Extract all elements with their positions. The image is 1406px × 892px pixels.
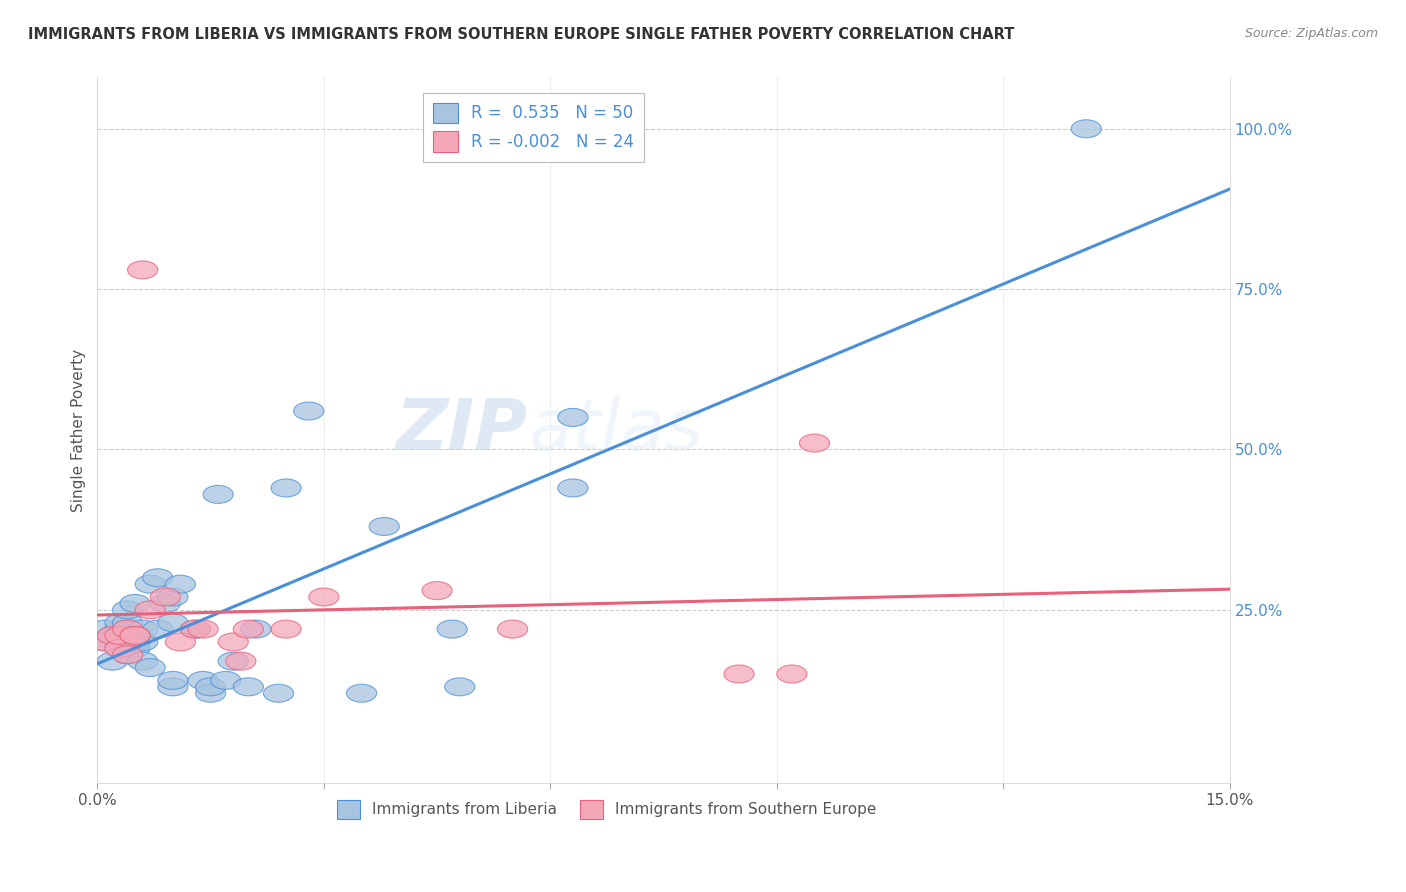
Ellipse shape [128,652,157,670]
Ellipse shape [233,620,263,638]
Ellipse shape [195,684,226,702]
Ellipse shape [142,569,173,587]
Ellipse shape [271,479,301,497]
Ellipse shape [188,620,218,638]
Ellipse shape [112,620,142,638]
Ellipse shape [135,575,166,593]
Ellipse shape [150,588,180,606]
Ellipse shape [112,614,142,632]
Ellipse shape [105,626,135,645]
Ellipse shape [263,684,294,702]
Ellipse shape [135,658,166,676]
Ellipse shape [97,652,128,670]
Ellipse shape [444,678,475,696]
Ellipse shape [776,665,807,683]
Ellipse shape [233,678,263,696]
Ellipse shape [112,601,142,619]
Ellipse shape [271,620,301,638]
Legend: Immigrants from Liberia, Immigrants from Southern Europe: Immigrants from Liberia, Immigrants from… [330,794,883,825]
Ellipse shape [142,620,173,638]
Ellipse shape [120,633,150,651]
Ellipse shape [195,678,226,696]
Ellipse shape [180,620,211,638]
Y-axis label: Single Father Poverty: Single Father Poverty [72,349,86,512]
Text: IMMIGRANTS FROM LIBERIA VS IMMIGRANTS FROM SOUTHERN EUROPE SINGLE FATHER POVERTY: IMMIGRANTS FROM LIBERIA VS IMMIGRANTS FR… [28,27,1015,42]
Ellipse shape [558,479,588,497]
Ellipse shape [240,620,271,638]
Ellipse shape [90,633,120,651]
Ellipse shape [112,626,142,645]
Ellipse shape [202,485,233,503]
Ellipse shape [294,402,323,420]
Ellipse shape [211,672,240,690]
Ellipse shape [105,640,135,657]
Ellipse shape [97,626,128,645]
Ellipse shape [558,409,588,426]
Ellipse shape [218,652,249,670]
Ellipse shape [422,582,453,599]
Ellipse shape [112,646,142,664]
Ellipse shape [309,588,339,606]
Ellipse shape [105,620,135,638]
Ellipse shape [120,626,150,645]
Ellipse shape [105,640,135,657]
Ellipse shape [135,601,166,619]
Ellipse shape [120,626,150,645]
Ellipse shape [226,652,256,670]
Text: atlas: atlas [527,396,702,465]
Ellipse shape [97,626,128,645]
Text: ZIP: ZIP [395,396,527,465]
Text: Source: ZipAtlas.com: Source: ZipAtlas.com [1244,27,1378,40]
Ellipse shape [120,640,150,657]
Ellipse shape [166,633,195,651]
Ellipse shape [120,594,150,613]
Ellipse shape [180,620,211,638]
Ellipse shape [157,672,188,690]
Ellipse shape [150,594,180,613]
Ellipse shape [724,665,754,683]
Ellipse shape [120,626,150,645]
Ellipse shape [166,575,195,593]
Ellipse shape [128,620,157,638]
Ellipse shape [90,633,120,651]
Ellipse shape [800,434,830,452]
Ellipse shape [105,614,135,632]
Ellipse shape [105,626,135,645]
Ellipse shape [1071,120,1101,137]
Ellipse shape [370,517,399,535]
Ellipse shape [437,620,467,638]
Ellipse shape [346,684,377,702]
Ellipse shape [218,633,249,651]
Ellipse shape [112,646,142,664]
Ellipse shape [128,260,157,279]
Ellipse shape [498,620,527,638]
Ellipse shape [105,633,135,651]
Ellipse shape [128,633,157,651]
Ellipse shape [90,620,120,638]
Ellipse shape [188,672,218,690]
Ellipse shape [157,678,188,696]
Ellipse shape [157,588,188,606]
Ellipse shape [112,620,142,638]
Ellipse shape [157,614,188,632]
